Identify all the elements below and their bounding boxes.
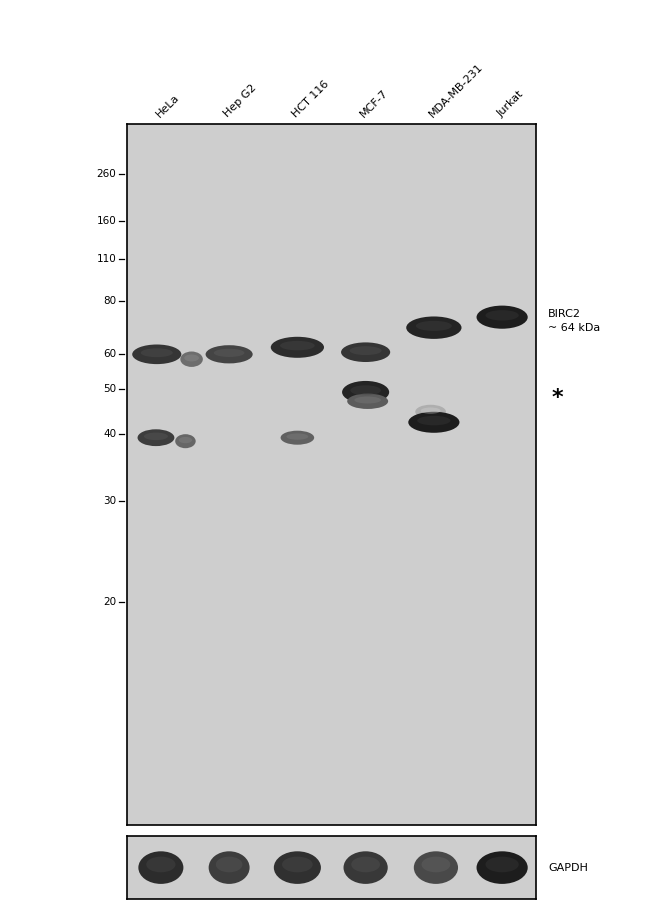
- Text: HeLa: HeLa: [154, 92, 181, 119]
- Ellipse shape: [138, 430, 174, 446]
- Text: 50: 50: [103, 384, 116, 395]
- Text: MCF-7: MCF-7: [359, 88, 390, 119]
- Ellipse shape: [408, 412, 460, 432]
- Text: 60: 60: [103, 349, 116, 360]
- Text: 260: 260: [97, 169, 116, 179]
- Text: *: *: [551, 388, 563, 408]
- Text: BIRC2: BIRC2: [548, 309, 581, 319]
- Text: 20: 20: [103, 597, 116, 608]
- Text: 160: 160: [97, 216, 116, 226]
- Ellipse shape: [280, 341, 315, 350]
- Ellipse shape: [486, 310, 519, 321]
- Ellipse shape: [282, 857, 313, 872]
- Text: GAPDH: GAPDH: [548, 863, 588, 872]
- Ellipse shape: [342, 381, 389, 403]
- Ellipse shape: [281, 431, 314, 444]
- Text: Jurkat: Jurkat: [495, 89, 525, 119]
- Ellipse shape: [343, 851, 388, 884]
- Ellipse shape: [416, 321, 452, 331]
- Ellipse shape: [347, 394, 388, 409]
- Ellipse shape: [176, 434, 196, 448]
- Text: 110: 110: [97, 254, 116, 264]
- Text: 80: 80: [103, 296, 116, 306]
- Ellipse shape: [287, 433, 308, 440]
- Ellipse shape: [132, 345, 181, 364]
- Ellipse shape: [422, 857, 450, 872]
- Text: Hep G2: Hep G2: [222, 83, 259, 119]
- Ellipse shape: [184, 355, 199, 361]
- Ellipse shape: [486, 857, 519, 872]
- Ellipse shape: [350, 347, 382, 355]
- Ellipse shape: [144, 432, 168, 440]
- Text: 40: 40: [103, 429, 116, 439]
- Text: MDA-MB-231: MDA-MB-231: [427, 61, 484, 119]
- Ellipse shape: [271, 337, 324, 358]
- Ellipse shape: [414, 851, 458, 884]
- Ellipse shape: [476, 851, 528, 884]
- Ellipse shape: [417, 416, 450, 425]
- Ellipse shape: [341, 342, 390, 362]
- Ellipse shape: [138, 851, 183, 884]
- Ellipse shape: [406, 316, 462, 339]
- Ellipse shape: [421, 408, 441, 414]
- Ellipse shape: [476, 305, 528, 329]
- Ellipse shape: [351, 857, 380, 872]
- Ellipse shape: [205, 345, 253, 363]
- Ellipse shape: [146, 857, 176, 872]
- Ellipse shape: [354, 396, 381, 404]
- Ellipse shape: [179, 437, 192, 443]
- Ellipse shape: [141, 349, 173, 357]
- Ellipse shape: [274, 851, 321, 884]
- Text: 30: 30: [103, 496, 116, 506]
- Ellipse shape: [214, 349, 244, 357]
- Text: HCT 116: HCT 116: [291, 78, 331, 119]
- Ellipse shape: [415, 405, 446, 419]
- Text: ~ 64 kDa: ~ 64 kDa: [548, 323, 600, 333]
- Ellipse shape: [216, 857, 242, 872]
- Ellipse shape: [350, 385, 381, 396]
- Ellipse shape: [209, 851, 250, 884]
- Ellipse shape: [180, 351, 203, 367]
